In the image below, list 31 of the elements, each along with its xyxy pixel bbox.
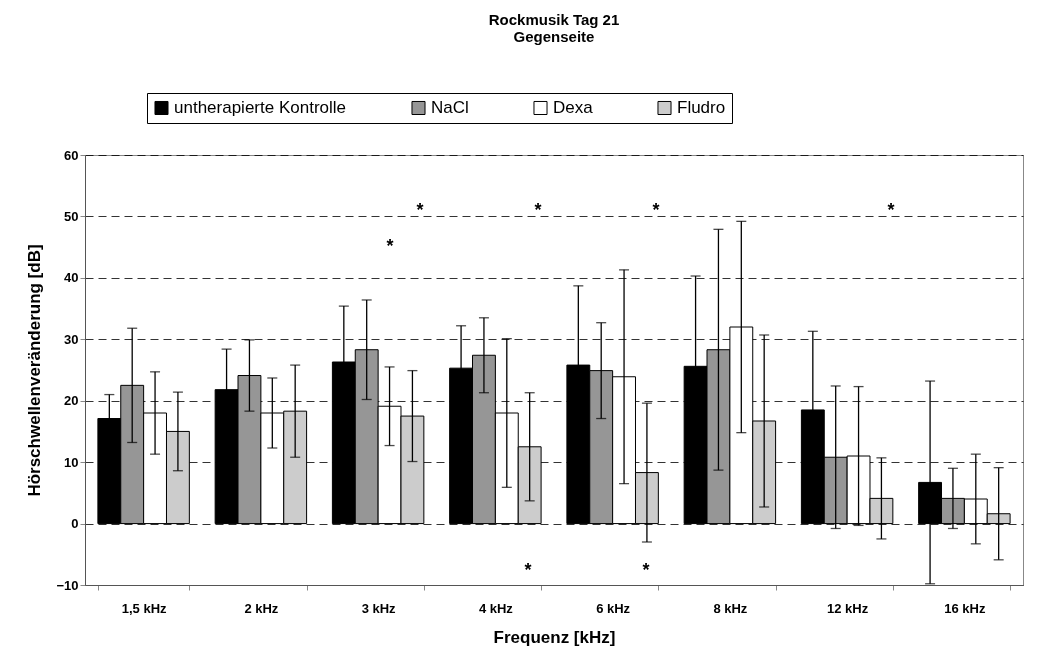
annotation: *: [524, 560, 532, 580]
y-tick-label: −10: [56, 577, 79, 593]
x-tick-label: 4 kHz: [478, 600, 514, 616]
x-tick-label: 1,5 kHz: [121, 600, 168, 616]
x-tick-label: 16 kHz: [944, 600, 986, 616]
legend-label: Dexa: [553, 97, 594, 117]
annotation: *: [386, 236, 394, 256]
annotation: *: [534, 200, 542, 220]
x-tick-label: 3 kHz: [361, 600, 397, 616]
y-tick-label: 40: [64, 270, 79, 286]
y-tick-label: 10: [64, 454, 79, 470]
y-tick-label: 30: [64, 331, 79, 347]
legend-label: untherapierte Kontrolle: [174, 97, 347, 117]
annotation: *: [416, 200, 424, 220]
chart-subtitle: Gegenseite: [513, 27, 595, 45]
annotation: *: [652, 200, 660, 220]
y-tick-label: 50: [64, 208, 79, 224]
legend-label: NaCl: [431, 97, 469, 117]
x-axis-title: Frequenz [kHz]: [493, 627, 616, 647]
y-axis-title: Hörschwellenveränderung [dB]: [25, 244, 45, 497]
legend-label: Fludro: [677, 97, 726, 117]
x-tick-label: 6 kHz: [596, 600, 631, 616]
annotation: *: [887, 200, 895, 220]
y-tick-label: 20: [64, 393, 79, 409]
chart-title: Rockmusik Tag 21: [488, 10, 620, 28]
y-tick-label: 60: [64, 147, 79, 163]
x-tick-label: 8 kHz: [713, 600, 748, 616]
x-tick-label: 2 kHz: [244, 600, 279, 616]
annotation: *: [642, 560, 650, 580]
x-tick-label: 12 kHz: [827, 600, 869, 616]
y-tick-label: 0: [71, 516, 79, 532]
